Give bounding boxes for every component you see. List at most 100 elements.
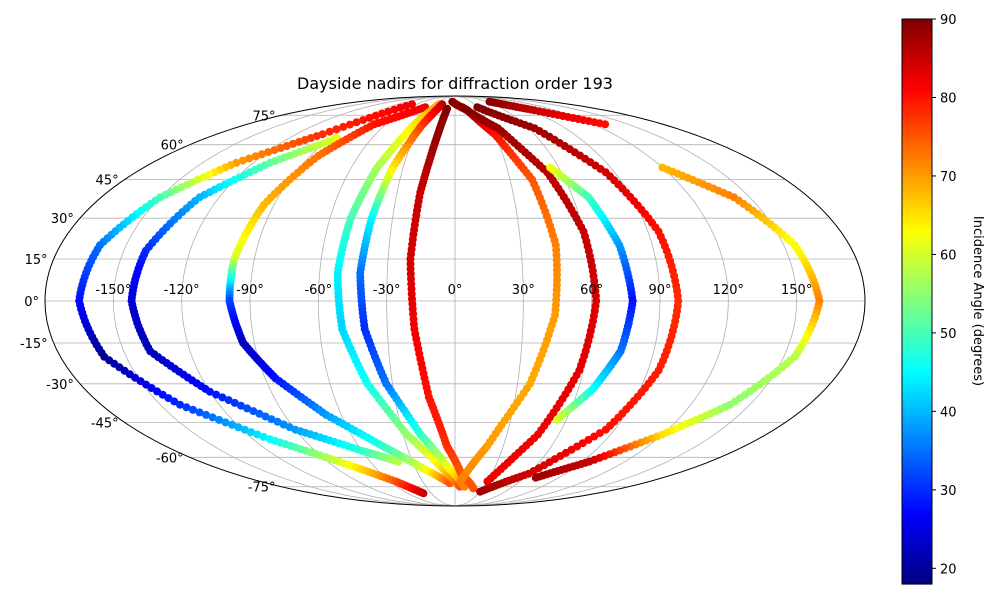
data-point bbox=[221, 418, 230, 427]
colorbar-gradient-band bbox=[902, 277, 932, 283]
colorbar-gradient-band bbox=[902, 81, 932, 87]
colorbar-gradient-band bbox=[902, 297, 932, 303]
colorbar-gradient-band bbox=[902, 485, 932, 491]
data-point bbox=[251, 152, 260, 161]
data-point bbox=[419, 489, 428, 498]
data-point bbox=[553, 415, 562, 424]
data-point bbox=[270, 146, 279, 155]
data-point bbox=[253, 430, 262, 439]
colorbar-gradient-band bbox=[902, 113, 932, 118]
colorbar-gradient-band bbox=[902, 207, 932, 212]
latitude-tick-label: -30° bbox=[46, 378, 74, 393]
colorbar-gradient-band bbox=[902, 26, 932, 32]
longitude-tick-label: -60° bbox=[304, 283, 332, 298]
colorbar-gradient-band bbox=[902, 172, 932, 177]
data-point bbox=[476, 487, 485, 496]
colorbar-gradient-band bbox=[902, 22, 932, 28]
colorbar-gradient-band bbox=[902, 215, 932, 220]
colorbar: 20 30 40 50 60 70 80 90 Incidence Angle (degrees… bbox=[901, 13, 985, 585]
data-point bbox=[224, 396, 233, 405]
colorbar-gradient-band bbox=[902, 97, 932, 102]
data-point bbox=[325, 127, 334, 136]
colorbar-gradient-band bbox=[902, 411, 932, 416]
colorbar-gradient-band bbox=[902, 552, 932, 558]
colorbar-gradient-band bbox=[902, 187, 932, 193]
data-point bbox=[243, 404, 252, 413]
colorbar-gradient-band bbox=[902, 105, 932, 110]
data-point bbox=[590, 432, 599, 441]
data-point bbox=[245, 154, 254, 163]
data-point bbox=[170, 397, 179, 406]
data-point bbox=[237, 401, 245, 410]
colorbar-gradient-band bbox=[902, 305, 932, 310]
colorbar-tick-label: 60 bbox=[940, 248, 957, 263]
colorbar-gradient-band bbox=[902, 548, 932, 554]
colorbar-gradient-band bbox=[902, 160, 932, 165]
colorbar-gradient-band bbox=[902, 93, 932, 99]
longitude-gridline bbox=[112, 96, 456, 506]
map-boundary bbox=[44, 95, 866, 507]
colorbar-gradient-band bbox=[902, 368, 932, 373]
colorbar-gradient-band bbox=[902, 423, 932, 428]
longitude-tick-label: -30° bbox=[373, 283, 401, 298]
colorbar-gradient-band bbox=[902, 478, 932, 483]
colorbar-gradient-band bbox=[902, 517, 932, 522]
colorbar-gradient-band bbox=[902, 348, 932, 354]
data-point bbox=[339, 122, 348, 131]
colorbar-tick-label: 50 bbox=[940, 327, 957, 342]
longitude-gridline bbox=[454, 96, 661, 506]
colorbar-gradient-band bbox=[902, 121, 932, 126]
colorbar-gradient-band bbox=[902, 219, 932, 224]
data-point bbox=[259, 432, 268, 441]
colorbar-gradient-band bbox=[902, 140, 932, 146]
data-point bbox=[456, 477, 465, 486]
longitude-gridline bbox=[454, 96, 729, 506]
data-point bbox=[264, 148, 273, 157]
data-point bbox=[247, 428, 256, 437]
colorbar-tick-label: 40 bbox=[940, 405, 957, 420]
colorbar-gradient-band bbox=[902, 262, 932, 267]
colorbar-gradient-band bbox=[902, 101, 932, 106]
colorbar-gradient-band bbox=[902, 281, 932, 287]
colorbar-gradient-band bbox=[902, 325, 932, 330]
data-point bbox=[202, 410, 211, 419]
colorbar-gradient-band bbox=[902, 270, 932, 275]
longitude-tick-label: 0° bbox=[448, 283, 463, 298]
colorbar-gradient-band bbox=[902, 505, 932, 511]
colorbar-gradient-band bbox=[902, 124, 932, 130]
colorbar-gradient-band bbox=[902, 109, 932, 114]
colorbar-gradient-band bbox=[902, 117, 932, 122]
colorbar-gradient-band bbox=[902, 458, 932, 463]
colorbar-gradient-band bbox=[902, 183, 932, 189]
colorbar-gradient-band bbox=[902, 521, 932, 526]
data-point bbox=[601, 120, 610, 129]
colorbar-gradient-band bbox=[902, 258, 932, 263]
colorbar-tick-label: 70 bbox=[940, 170, 957, 185]
data-point bbox=[208, 413, 217, 422]
data-point bbox=[176, 400, 184, 409]
data-point bbox=[182, 403, 191, 412]
colorbar-gradient-band bbox=[902, 309, 932, 314]
colorbar-gradient-band bbox=[902, 572, 932, 577]
colorbar-gradient-band bbox=[902, 250, 932, 256]
colorbar-gradient-band bbox=[902, 144, 932, 150]
colorbar-gradient-band bbox=[902, 462, 932, 467]
colorbar-tick-label: 80 bbox=[940, 91, 957, 106]
colorbar-gradient-band bbox=[902, 42, 932, 48]
latitude-tick-label: 60° bbox=[161, 139, 184, 154]
latitude-tick-label: 15° bbox=[25, 253, 48, 268]
colorbar-gradient-band bbox=[902, 493, 932, 499]
colorbar-gradient-band bbox=[902, 85, 932, 91]
colorbar-gradient-band bbox=[902, 419, 932, 424]
colorbar-gradient-band bbox=[902, 317, 932, 322]
chart-title: Dayside nadirs for diffraction order 193 bbox=[297, 74, 613, 93]
data-point bbox=[332, 125, 341, 134]
colorbar-gradient-band bbox=[902, 66, 932, 71]
data-point bbox=[267, 415, 276, 424]
colorbar-gradient-band bbox=[902, 285, 932, 291]
colorbar-gradient-band bbox=[902, 136, 932, 142]
data-point bbox=[240, 425, 249, 434]
colorbar-gradient-band bbox=[902, 293, 932, 299]
colorbar-gradient-band bbox=[902, 89, 932, 95]
colorbar-gradient-band bbox=[902, 434, 932, 440]
